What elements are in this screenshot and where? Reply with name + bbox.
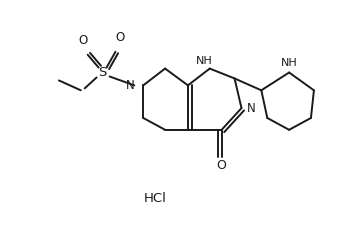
Text: N: N xyxy=(126,79,134,92)
Text: O: O xyxy=(217,159,227,172)
Text: O: O xyxy=(78,34,87,47)
Text: HCl: HCl xyxy=(144,192,167,205)
Text: O: O xyxy=(116,31,125,44)
Text: S: S xyxy=(98,66,107,79)
Text: NH: NH xyxy=(281,58,297,68)
Text: NH: NH xyxy=(195,56,212,66)
Text: N: N xyxy=(247,102,256,114)
